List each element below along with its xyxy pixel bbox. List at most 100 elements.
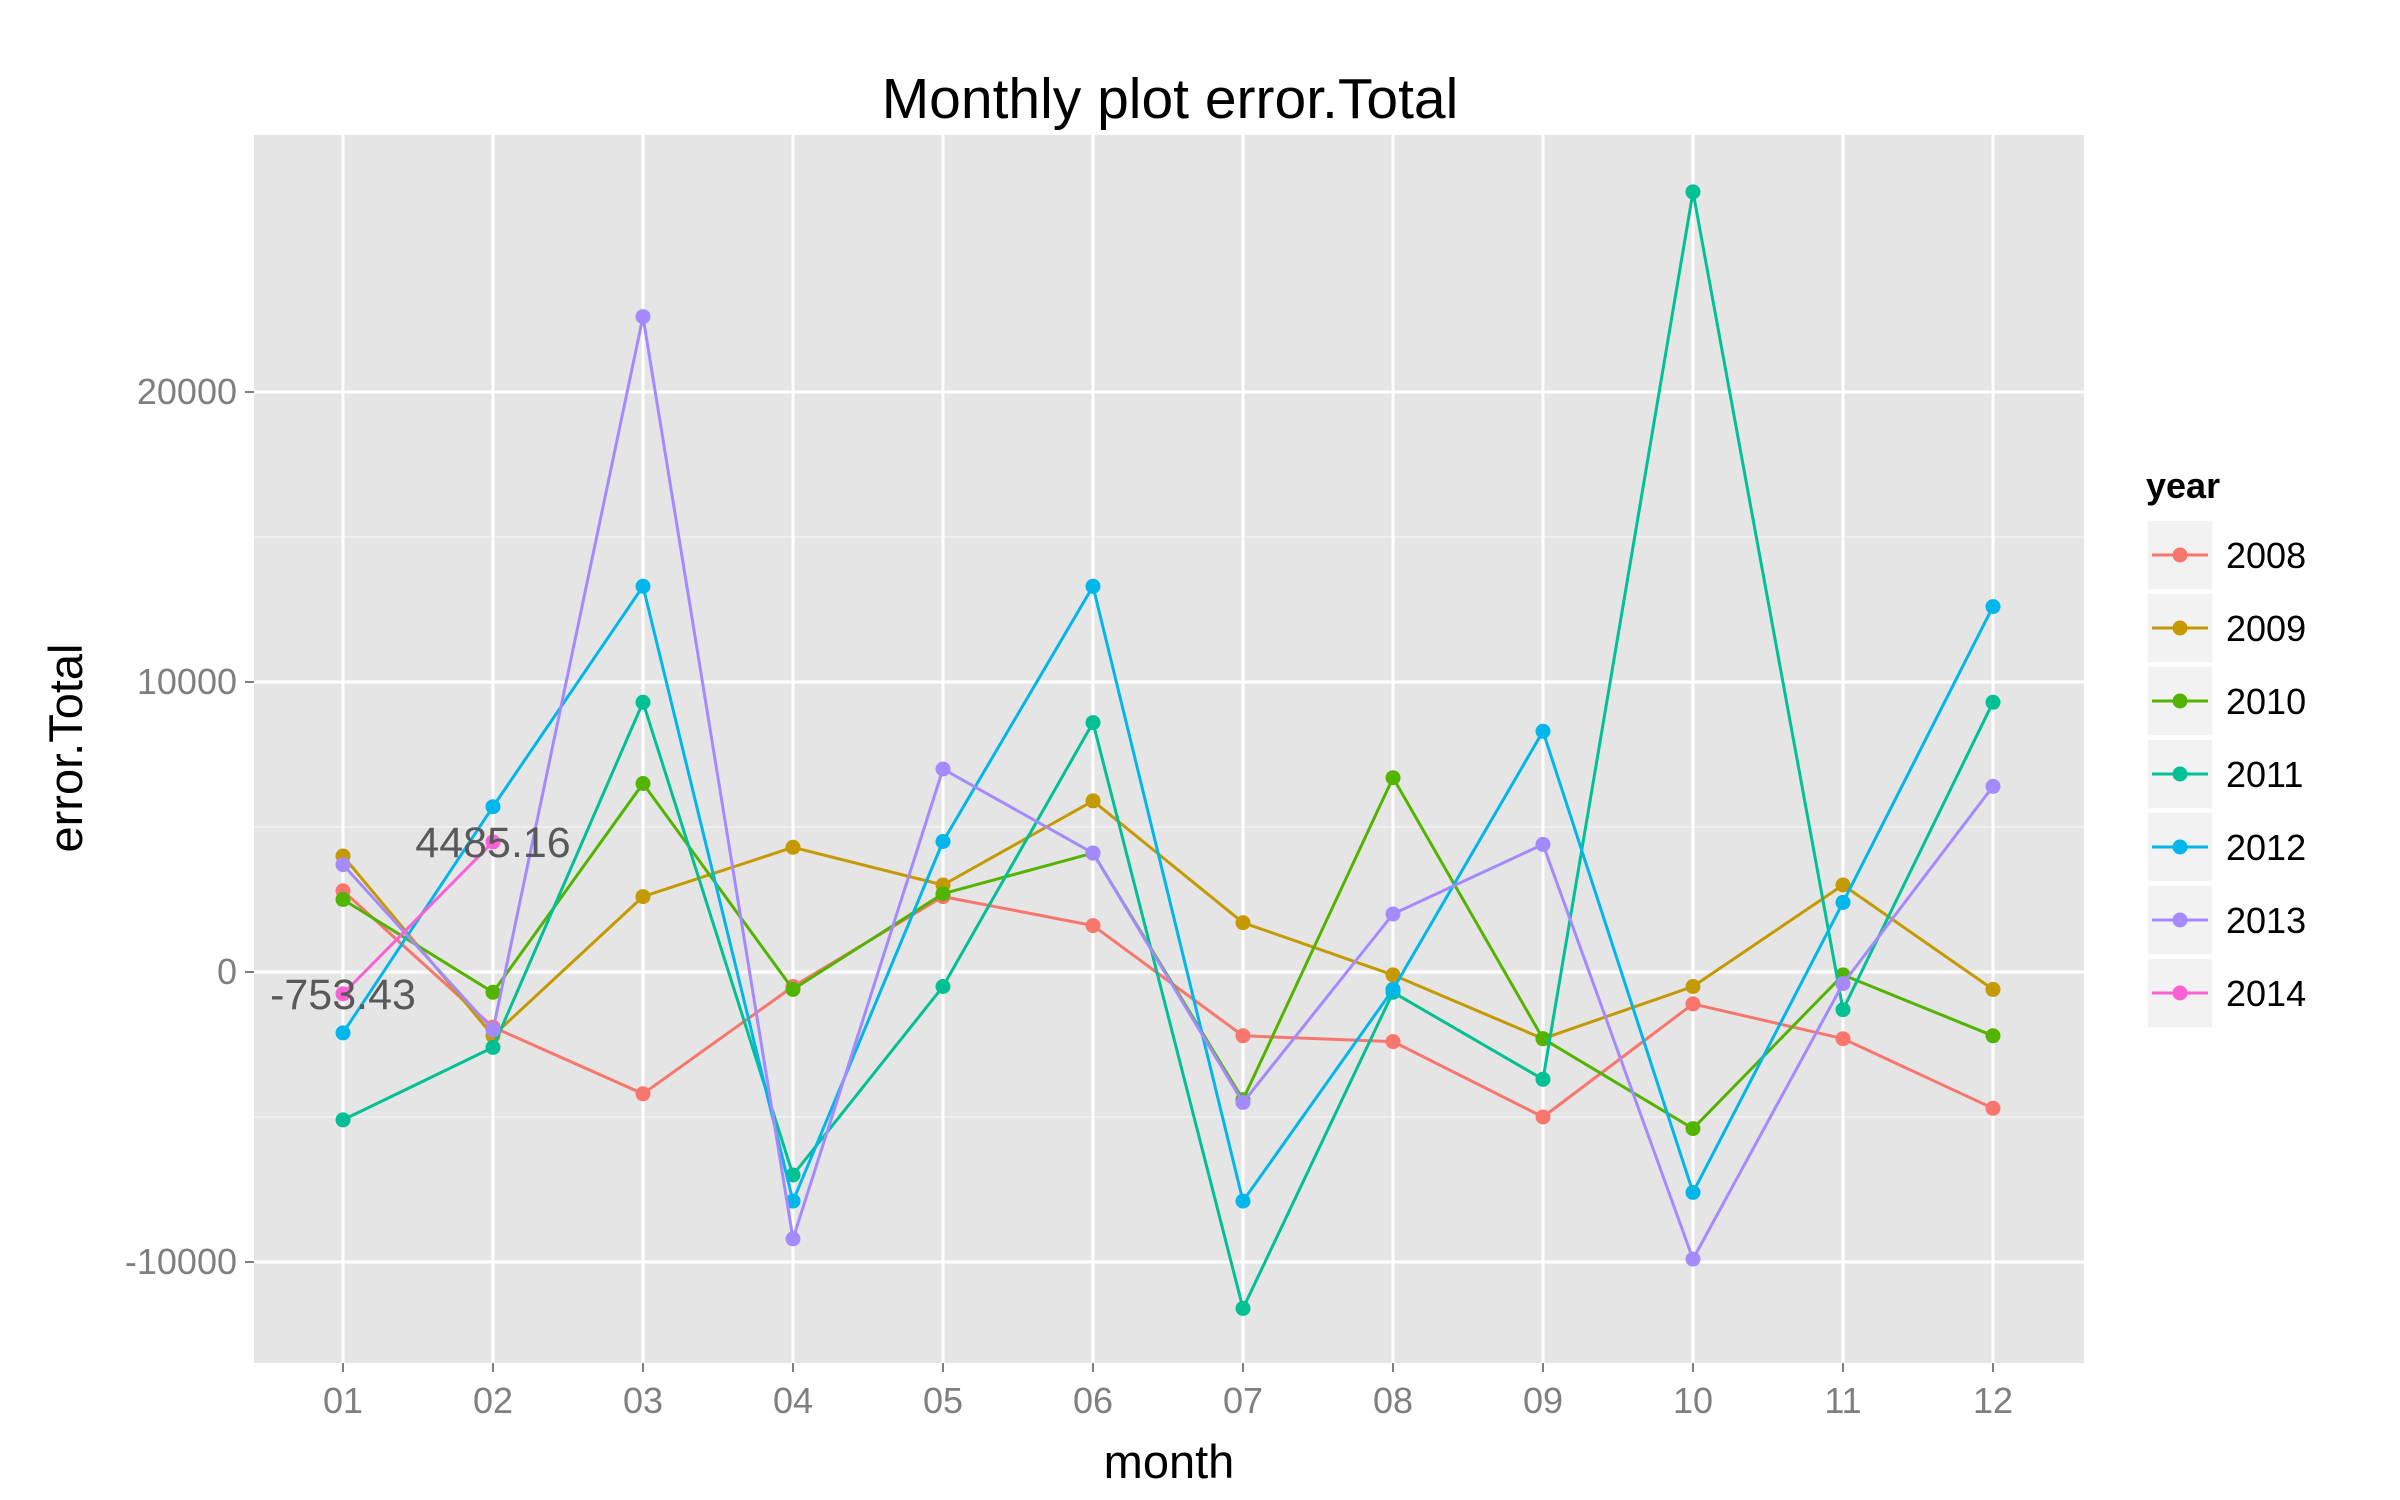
legend-label: 2008 [2226,535,2306,576]
legend-key-point [2172,985,2188,1001]
data-point [335,857,351,873]
data-point [485,1039,501,1055]
data-point [935,834,951,849]
series-2013 [335,309,2001,1267]
data-point [1385,770,1401,786]
x-tick-label: 02 [473,1380,513,1421]
legend-key-point [2172,693,2188,709]
data-point [1385,906,1401,922]
y-tick-label: -10000 [125,1241,237,1282]
plot-panel [254,135,2084,1363]
data-point [1985,981,2001,997]
data-point [1985,1100,2001,1116]
legend-items: 2008 2009 2010 2011 2012 2013 2014 [2146,519,2306,1029]
data-point [1385,1034,1401,1050]
data-point [1085,578,1101,594]
data-point [335,892,351,907]
y-tick-label: 0 [217,951,237,992]
x-tick-label: 04 [773,1380,813,1421]
legend-key-point [2172,839,2188,855]
legend-item-2011: 2011 [2146,738,2303,810]
data-point [1985,694,2001,710]
data-point [1535,1031,1551,1047]
data-point [1685,1121,1701,1137]
legend-item-2009: 2009 [2146,592,2306,664]
series-lines [335,184,2001,1316]
legend-label: 2013 [2226,900,2306,941]
data-point [635,694,651,710]
data-point [785,839,801,855]
data-point [1685,996,1701,1012]
legend: year 2008 2009 2010 2011 2012 2013 2014 [2146,465,2306,1029]
data-point [635,309,651,325]
data-point [1535,836,1551,852]
data-point [785,1231,801,1247]
x-tick-label: 05 [923,1380,963,1421]
data-point [935,979,951,994]
legend-item-2013: 2013 [2146,884,2306,956]
series-line [341,799,1994,1041]
data-point [1235,1193,1251,1209]
data-point [1235,1028,1251,1044]
x-tick-label: 09 [1523,1380,1563,1421]
legend-key-point [2172,912,2188,928]
legend-label: 2014 [2226,973,2306,1014]
axis-ticks: -10000 0 10000 20000 01 02 03 04 05 06 07 08 09 10 11 1… [125,371,2013,1421]
data-point [1685,1251,1701,1267]
data-point [485,1022,501,1038]
data-point [1985,778,2001,794]
legend-label: 2011 [2226,754,2303,795]
data-point [1685,979,1701,994]
data-point [1835,894,1851,910]
legend-label: 2010 [2226,681,2306,722]
grid-lines [254,135,2084,1363]
data-point [335,986,351,1002]
legend-item-2014: 2014 [2146,957,2306,1029]
y-tick-label: 20000 [137,371,237,412]
data-point [1985,599,2001,615]
x-tick-label: 06 [1073,1380,1113,1421]
data-point [1085,793,1101,809]
x-tick-label: 01 [323,1380,363,1421]
y-axis-title: error.Total [39,644,92,853]
legend-label: 2009 [2226,608,2306,649]
x-tick-label: 03 [623,1380,663,1421]
data-point [635,776,651,791]
chart-title: Monthly plot error.Total [882,67,1459,131]
data-point [935,886,951,902]
data-point [485,799,501,815]
series-line [341,315,1995,1261]
legend-label: 2012 [2226,827,2306,868]
data-label: 4485.16 [415,819,570,867]
legend-title: year [2146,465,2220,506]
data-point [1235,1300,1251,1316]
series-2012 [335,578,2001,1209]
data-point [1835,877,1851,893]
legend-key-point [2172,620,2188,636]
data-point [1835,1002,1851,1018]
x-tick-label: 08 [1373,1380,1413,1421]
series-line [341,840,495,995]
series-2011 [335,184,2001,1316]
data-point [1385,981,1401,997]
x-axis-title: month [1104,1435,1235,1488]
data-point [1835,1031,1851,1047]
data-point [1085,715,1101,731]
data-point [635,889,651,905]
data-point [335,1112,351,1128]
data-point [485,834,501,850]
data-label: -753.43 [270,971,416,1019]
series-2009 [335,793,2001,1047]
legend-item-2008: 2008 [2146,519,2306,591]
annotations: -753.43 4485.16 [270,819,571,1019]
data-point [1535,723,1551,739]
data-point [1835,976,1851,992]
data-point [785,981,801,997]
data-point [1085,845,1101,861]
legend-key-point [2172,547,2188,563]
data-point [1685,184,1701,200]
series-line [341,584,1995,1203]
legend-key-point [2172,766,2188,782]
legend-item-2010: 2010 [2146,665,2306,737]
